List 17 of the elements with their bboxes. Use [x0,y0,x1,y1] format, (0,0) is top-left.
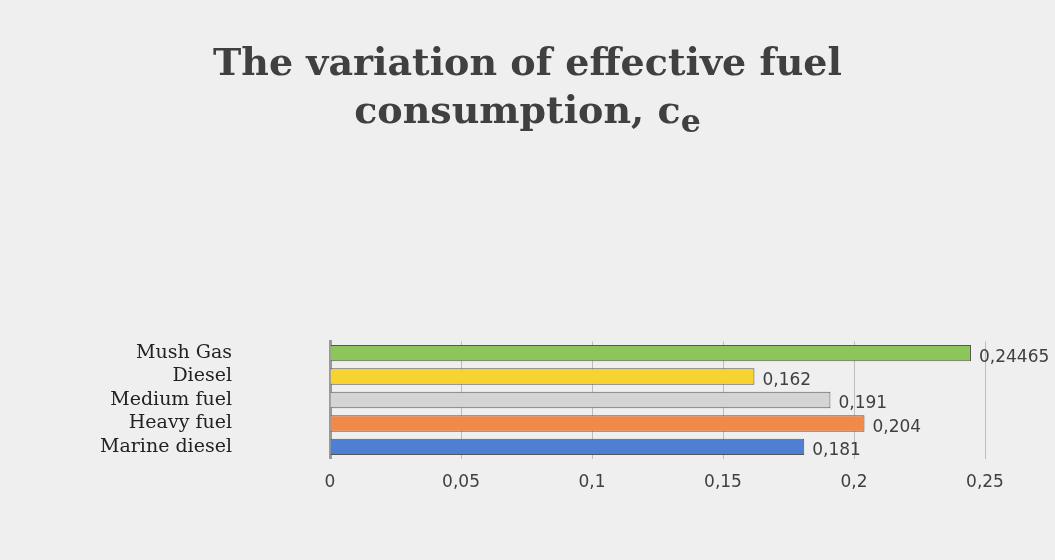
x-tick-label: 0,1 [578,471,606,492]
data-label: 0,181 [812,439,861,460]
x-tick-label: 0,2 [840,471,868,492]
data-label: 0,191 [838,392,888,413]
y-tick-label: Marine diesel [99,433,233,456]
y-tick-label: Heavy fuel [128,410,233,433]
data-label: 0,24465 [978,345,1050,366]
data-label: 0,162 [762,368,812,389]
x-tick-label: 0,05 [442,471,480,492]
y-tick-label: Mush Gas [136,340,233,363]
x-tick-label: 0 [324,471,336,492]
y-tick-label: Medium fuel [110,386,233,409]
x-tick-label: 0,25 [966,471,1004,492]
y-tick-label: Diesel [172,363,233,386]
chart-title: The variation of effective fuel consumption, c$_{e}$ [212,38,843,141]
data-label: 0,204 [872,415,922,436]
x-tick-label: 0,15 [704,471,742,492]
